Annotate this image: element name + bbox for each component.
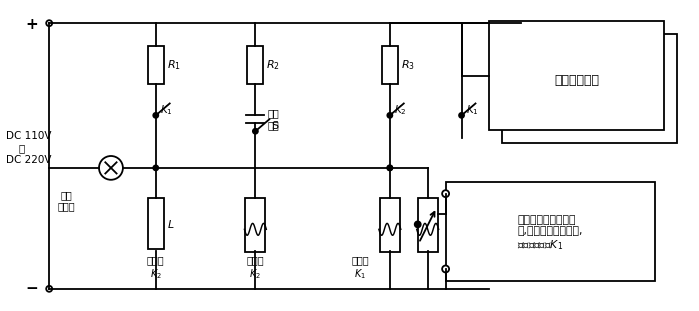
Text: 继电器
$K_1$: 继电器 $K_1$ [351, 255, 369, 281]
Text: +: + [25, 17, 38, 32]
Text: 复归
按钮: 复归 按钮 [267, 109, 279, 130]
Circle shape [387, 165, 392, 170]
Text: 公用测控装置: 公用测控装置 [554, 74, 599, 87]
Circle shape [442, 190, 449, 197]
Text: $K_2$: $K_2$ [394, 104, 407, 117]
Bar [489, 21, 664, 130]
Text: 告警
指示灯: 告警 指示灯 [57, 190, 75, 211]
Bar [382, 46, 398, 84]
Circle shape [442, 266, 449, 272]
Text: $K_1$: $K_1$ [160, 104, 173, 117]
Bar [446, 182, 655, 281]
Circle shape [415, 221, 421, 227]
Circle shape [387, 165, 392, 170]
Text: $R_2$: $R_2$ [266, 58, 280, 72]
Circle shape [99, 156, 123, 180]
Circle shape [459, 113, 464, 118]
Bar [147, 46, 164, 84]
Circle shape [46, 20, 52, 26]
Circle shape [153, 113, 158, 118]
Text: −: − [25, 281, 38, 296]
Text: 采集处理后的电流输
入,若电流大于整定值,
则触发继电器$K_1$: 采集处理后的电流输 入,若电流大于整定值, 则触发继电器$K_1$ [517, 215, 583, 252]
Circle shape [46, 286, 52, 292]
Bar [380, 197, 400, 252]
Circle shape [153, 165, 158, 170]
Text: 继电器
$K_2$: 继电器 $K_2$ [147, 255, 164, 281]
Circle shape [253, 129, 258, 134]
Text: 继电器
$K_2$: 继电器 $K_2$ [247, 255, 264, 281]
Text: S: S [271, 121, 278, 131]
Text: $K_1$: $K_1$ [466, 104, 478, 117]
Bar [245, 197, 266, 252]
Bar [247, 46, 264, 84]
Text: DC 110V
    或
DC 220V: DC 110V 或 DC 220V [6, 132, 52, 165]
Bar [418, 197, 438, 252]
Text: $R_3$: $R_3$ [401, 58, 415, 72]
Bar [147, 197, 164, 249]
Text: $L$: $L$ [167, 218, 174, 230]
Bar [503, 34, 677, 143]
Circle shape [387, 113, 392, 118]
Text: $R_1$: $R_1$ [167, 58, 181, 72]
